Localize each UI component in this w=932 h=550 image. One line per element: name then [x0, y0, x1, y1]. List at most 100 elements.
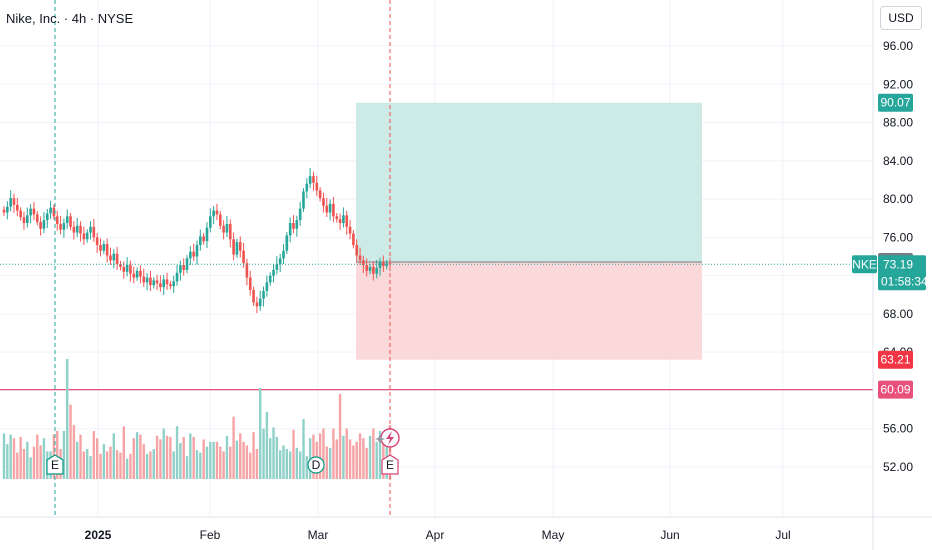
price-tick-label: 96.00 [883, 39, 913, 53]
candle-body [109, 255, 112, 261]
time-axis[interactable]: 2025 Feb Mar Apr May Jun Jul [0, 516, 932, 542]
volume-bar [375, 441, 378, 479]
candle-body [152, 280, 156, 286]
volume-bar [99, 453, 102, 479]
candle-body [318, 190, 322, 199]
candle-body [205, 227, 209, 242]
volume-bar [192, 437, 195, 479]
candle-body [105, 244, 109, 256]
volume-bar [159, 439, 162, 479]
volume-bar [302, 419, 305, 479]
price-tick-label: 68.00 [883, 307, 913, 321]
candle-body [145, 277, 149, 283]
volume-bar [185, 456, 189, 479]
event-marker[interactable]: D [307, 456, 325, 474]
volume-bar [102, 444, 106, 479]
volume-bar [66, 359, 69, 479]
volume-bar [152, 449, 155, 479]
volume-bar [69, 404, 72, 479]
volume-bar [62, 431, 66, 479]
candle-body [35, 214, 39, 223]
volume-bar [332, 428, 335, 479]
candle-body [342, 215, 345, 224]
time-tick-label: Feb [200, 528, 221, 542]
candle-body [375, 267, 378, 274]
volume-bar [82, 451, 86, 479]
time-tick-label: Mar [308, 528, 329, 542]
price-tick-label: 88.00 [883, 116, 913, 130]
bar-countdown: 01:58:34 [881, 274, 928, 288]
volume-bar [249, 452, 252, 479]
candle-body [22, 217, 26, 224]
sparkle-icon [375, 435, 385, 443]
candle-body [132, 273, 136, 278]
event-marker-label: D [312, 458, 321, 472]
lightning-icon-bolt [386, 431, 394, 445]
candle-body [62, 223, 66, 230]
candle-body [315, 182, 319, 191]
price-tick-label: 80.00 [883, 192, 913, 206]
volume-bar [242, 441, 245, 479]
candle-body [202, 236, 205, 242]
price-tick-label: 56.00 [883, 422, 913, 436]
candle-body [25, 215, 29, 224]
candle-body [295, 220, 299, 229]
long-position-tool[interactable] [356, 102, 702, 360]
candle-body [218, 214, 222, 226]
volume-bar [265, 411, 269, 479]
volume-bar [105, 451, 109, 479]
volume-bar [132, 438, 135, 479]
candle-body [29, 208, 32, 216]
candle-body [245, 263, 249, 278]
candle-body [142, 276, 146, 283]
volume-bar [205, 446, 209, 479]
event-marker[interactable]: E [381, 454, 399, 475]
candle-body [119, 264, 122, 268]
candle-body [215, 210, 219, 215]
volume-bar [169, 437, 172, 479]
price-tick-label: 84.00 [883, 154, 913, 168]
price-tick-label: 92.00 [883, 77, 913, 91]
candle-body [272, 269, 275, 276]
event-marker[interactable]: E [46, 454, 64, 475]
volume-bar [328, 447, 332, 479]
volume-bar [85, 449, 89, 479]
volume-bar [372, 428, 375, 479]
volume-bar [9, 434, 12, 479]
volume-bar [368, 435, 372, 479]
candle-body [285, 235, 289, 251]
volume-bar [155, 435, 159, 479]
candle-body [255, 302, 259, 307]
candle-body [172, 281, 176, 287]
candle-body [122, 267, 126, 272]
profit-zone [356, 102, 702, 263]
volume-bar [32, 446, 36, 479]
candle-body [45, 213, 49, 221]
symbol-title[interactable]: Nike, Inc. · 4h · NYSE [6, 11, 134, 26]
candle-body [12, 198, 16, 205]
candle-body [72, 226, 76, 233]
candle-body [159, 283, 162, 288]
candle-body [242, 250, 245, 264]
candle-body [199, 236, 202, 246]
candle-body [268, 275, 272, 283]
candle-body [52, 207, 56, 217]
volume-bar [92, 431, 96, 479]
price-badge-bg [878, 93, 913, 112]
volume-bar [345, 428, 348, 479]
candle-body [89, 226, 92, 233]
candle-body [85, 232, 89, 240]
candle-body [355, 245, 359, 256]
volume-bar [42, 438, 46, 479]
candle-body [235, 242, 239, 255]
volume-bar [22, 449, 26, 479]
volume-bar [12, 438, 16, 479]
volume-bar [89, 456, 92, 479]
candle-body [385, 263, 388, 267]
candle-body [155, 280, 159, 284]
time-tick-label: Apr [426, 528, 445, 542]
currency-button[interactable]: USD [880, 6, 922, 30]
